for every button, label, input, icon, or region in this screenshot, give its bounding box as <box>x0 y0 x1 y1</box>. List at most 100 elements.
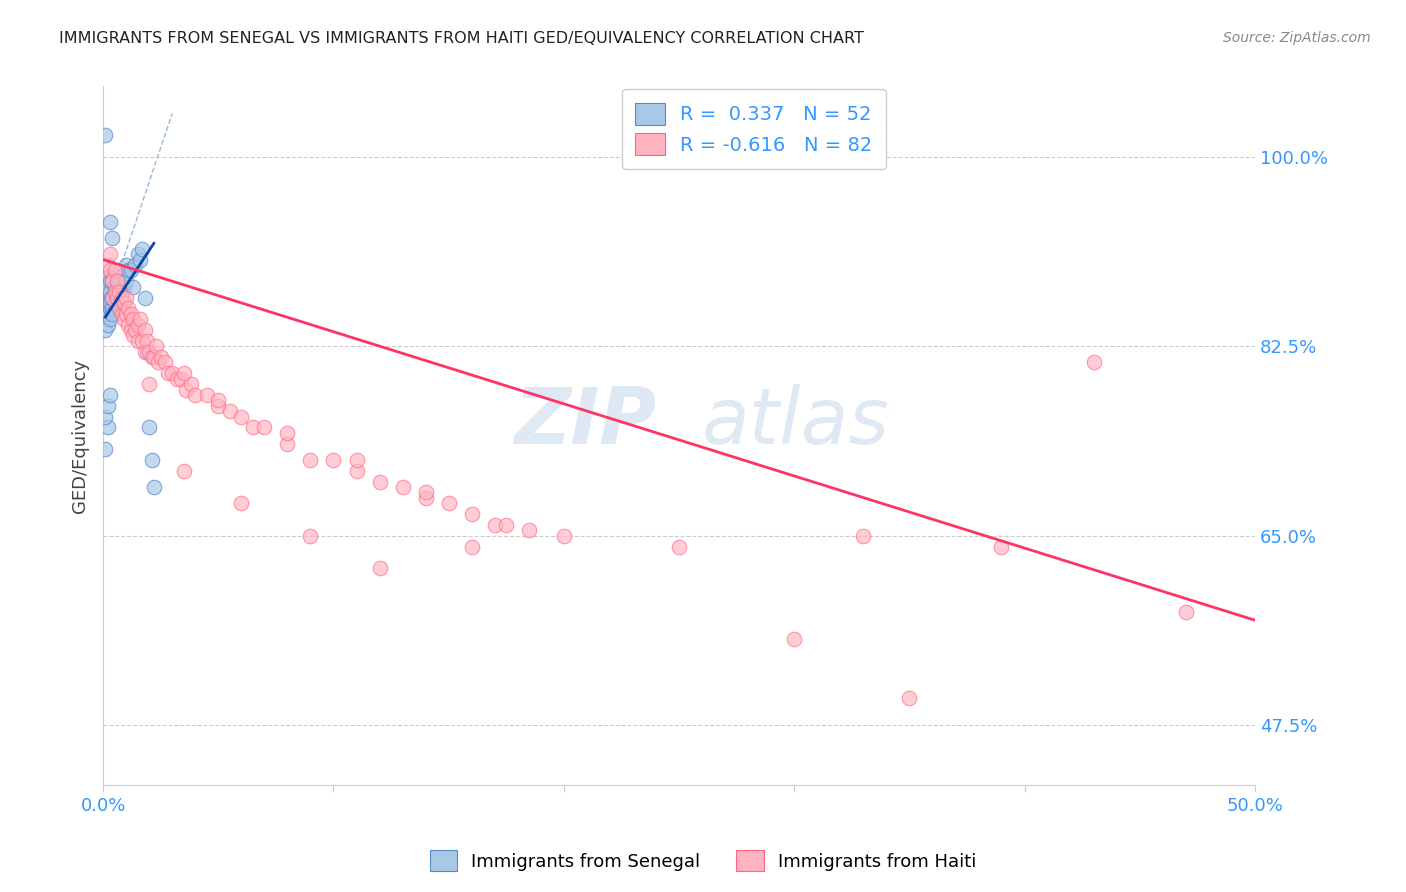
Point <box>108 274 131 288</box>
Point <box>108 285 131 299</box>
Text: ZIP: ZIP <box>513 384 657 459</box>
Point <box>94 291 117 305</box>
Point <box>98 301 121 316</box>
Point <box>134 323 156 337</box>
Point <box>460 540 482 554</box>
Point <box>415 491 437 505</box>
Point <box>94 442 117 456</box>
Point <box>138 377 160 392</box>
Point <box>160 366 183 380</box>
Point <box>124 258 146 272</box>
Point <box>668 540 690 554</box>
Point <box>112 312 135 326</box>
Text: atlas: atlas <box>702 384 890 459</box>
Point <box>101 291 124 305</box>
Point <box>98 263 121 277</box>
Point <box>108 301 131 316</box>
Point <box>135 334 157 348</box>
Point <box>101 231 124 245</box>
Point <box>145 339 167 353</box>
Point <box>112 296 135 310</box>
Point <box>105 274 128 288</box>
Point <box>898 691 921 706</box>
Point <box>138 420 160 434</box>
Point <box>129 252 152 267</box>
Point <box>141 350 163 364</box>
Point <box>156 366 179 380</box>
Point <box>94 307 117 321</box>
Point <box>117 263 139 277</box>
Point <box>242 420 264 434</box>
Point <box>94 128 117 142</box>
Point <box>231 409 253 424</box>
Point <box>149 350 172 364</box>
Point <box>98 388 121 402</box>
Point <box>104 285 127 299</box>
Point <box>170 372 193 386</box>
Point <box>207 399 229 413</box>
Point <box>120 307 142 321</box>
Point <box>127 247 149 261</box>
Point <box>105 291 128 305</box>
Point <box>166 372 188 386</box>
Point <box>94 323 117 337</box>
Point <box>117 318 139 332</box>
Point <box>110 291 132 305</box>
Point <box>108 285 131 299</box>
Point <box>104 279 127 293</box>
Point <box>98 215 121 229</box>
Point <box>141 453 163 467</box>
Point <box>142 350 165 364</box>
Point <box>98 274 121 288</box>
Point <box>104 285 127 299</box>
Point <box>173 366 195 380</box>
Point <box>97 296 120 310</box>
Point <box>110 307 132 321</box>
Point <box>122 328 145 343</box>
Point <box>98 296 121 310</box>
Point <box>98 285 121 299</box>
Point <box>180 377 202 392</box>
Point <box>368 561 391 575</box>
Point <box>97 307 120 321</box>
Point <box>495 517 517 532</box>
Point <box>134 291 156 305</box>
Point <box>115 274 138 288</box>
Point <box>101 301 124 316</box>
Point <box>101 291 124 305</box>
Y-axis label: GED/Equivalency: GED/Equivalency <box>72 359 89 513</box>
Point <box>138 344 160 359</box>
Point <box>120 323 142 337</box>
Point <box>852 529 875 543</box>
Point <box>155 355 177 369</box>
Point <box>322 453 344 467</box>
Point <box>101 307 124 321</box>
Point <box>122 312 145 326</box>
Point <box>299 529 322 543</box>
Point <box>368 475 391 489</box>
Point <box>437 496 460 510</box>
Point <box>101 274 124 288</box>
Point <box>517 524 540 538</box>
Point <box>299 453 322 467</box>
Point <box>122 279 145 293</box>
Point <box>127 334 149 348</box>
Legend: Immigrants from Senegal, Immigrants from Haiti: Immigrants from Senegal, Immigrants from… <box>422 843 984 879</box>
Point <box>783 632 806 646</box>
Legend: R =  0.337   N = 52, R = -0.616   N = 82: R = 0.337 N = 52, R = -0.616 N = 82 <box>621 89 886 169</box>
Point <box>97 285 120 299</box>
Point <box>97 268 120 283</box>
Point <box>276 425 298 440</box>
Point <box>115 258 138 272</box>
Point <box>120 263 142 277</box>
Point <box>117 301 139 316</box>
Point <box>97 318 120 332</box>
Point <box>134 344 156 359</box>
Point <box>127 318 149 332</box>
Point <box>346 453 368 467</box>
Point <box>231 496 253 510</box>
Point <box>391 480 413 494</box>
Point <box>101 274 124 288</box>
Point <box>94 409 117 424</box>
Point <box>142 480 165 494</box>
